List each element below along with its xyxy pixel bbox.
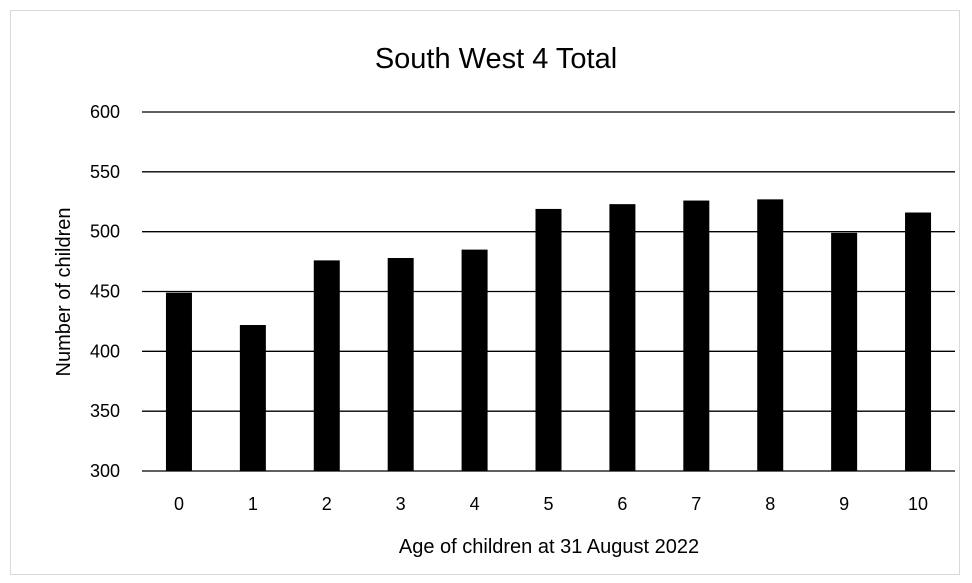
y-tick-label: 400 bbox=[90, 341, 120, 361]
bar-age-9 bbox=[831, 232, 858, 471]
y-tick-label: 600 bbox=[90, 102, 120, 122]
bar-age-10 bbox=[905, 212, 932, 471]
x-tick-label: 2 bbox=[322, 494, 332, 514]
chart-title: South West 4 Total bbox=[375, 43, 617, 75]
bar-age-2 bbox=[313, 260, 340, 471]
bar-age-8 bbox=[757, 199, 784, 471]
bar-age-1 bbox=[239, 325, 266, 471]
bar-age-0 bbox=[165, 292, 192, 471]
x-tick-label: 5 bbox=[543, 494, 553, 514]
y-tick-label: 500 bbox=[90, 222, 120, 242]
x-tick-label: 7 bbox=[691, 494, 701, 514]
x-tick-label: 4 bbox=[470, 494, 480, 514]
y-tick-labels: 300 350 400 450 500 550 600 bbox=[90, 102, 120, 481]
x-axis-title: Age of children at 31 August 2022 bbox=[399, 536, 699, 558]
x-tick-label: 9 bbox=[839, 494, 849, 514]
x-tick-label: 6 bbox=[617, 494, 627, 514]
x-tick-label: 10 bbox=[908, 494, 928, 514]
x-tick-label: 3 bbox=[396, 494, 406, 514]
bar-age-3 bbox=[387, 257, 414, 471]
bar-age-5 bbox=[535, 208, 562, 471]
x-tick-label: 8 bbox=[765, 494, 775, 514]
bar-age-7 bbox=[683, 200, 710, 471]
x-tick-labels: 0 1 2 3 4 5 6 7 8 9 10 bbox=[174, 494, 928, 514]
bar-age-4 bbox=[461, 249, 488, 471]
y-tick-label: 550 bbox=[90, 162, 120, 182]
bars bbox=[165, 199, 932, 472]
x-tick-label: 1 bbox=[248, 494, 258, 514]
bar-age-6 bbox=[609, 204, 636, 472]
y-tick-label: 350 bbox=[90, 401, 120, 421]
x-tick-label: 0 bbox=[174, 494, 184, 514]
y-tick-label: 450 bbox=[90, 282, 120, 302]
y-axis-title: Number of children bbox=[53, 208, 75, 377]
y-tick-label: 300 bbox=[90, 461, 120, 481]
